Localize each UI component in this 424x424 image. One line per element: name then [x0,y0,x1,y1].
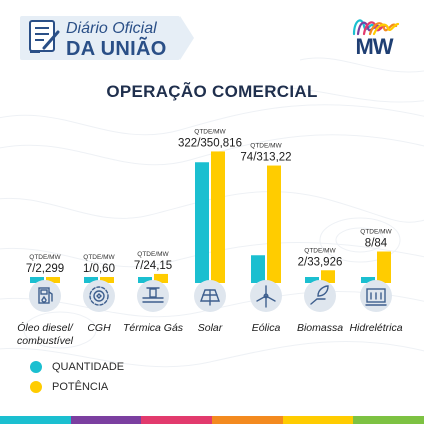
bar-quantidade-0 [30,277,44,283]
turbine-gear-icon [83,280,115,312]
document-icon [29,20,60,53]
bar-potencia-0 [46,277,60,283]
category-label-4: Eólica [252,322,281,334]
logo-line2: DA UNIÃO [66,38,167,60]
hydro-dam-icon [360,280,392,312]
unit-label-3: QTDE/MW [194,128,226,135]
unit-label-5: QTDE/MW [304,247,336,254]
bar-quantidade-6 [361,277,375,283]
bar-potencia-1 [100,277,114,283]
category-label-3: Solar [198,322,223,334]
bottom-color-stripe [0,416,424,424]
stripe-segment [282,416,354,424]
value-label-2: 7/24,15 [134,260,172,272]
category-label-6: Hidrelétrica [349,322,402,334]
legend-label-quantidade: QUANTIDADE [52,361,125,373]
bar-potencia-4 [267,165,281,283]
category-label-0: combustível [17,335,74,347]
wind-turbine-icon [250,280,282,312]
brand-name: MW [355,34,393,59]
chart-title: OPERAÇÃO COMERCIAL [106,82,318,101]
logo-line1: Diário Oficial [66,20,157,37]
category-label-2: Térmica Gás [123,322,184,334]
diario-oficial-logo: Diário Oficial DA UNIÃO [20,14,194,62]
solar-panel-icon [194,280,226,312]
legend-item-quantidade: QUANTIDADE [30,357,124,377]
unit-label-6: QTDE/MW [360,229,392,236]
bar-potencia-3 [211,151,225,283]
mw-wave-icon [352,19,400,36]
unit-label-2: QTDE/MW [137,251,169,258]
unit-label-0: QTDE/MW [29,254,61,261]
legend-swatch-potencia [30,381,42,393]
stripe-segment [70,416,142,424]
bar-quantidade-1 [84,277,98,283]
category-label-0: Óleo diesel/ [17,321,74,334]
biomass-hand-leaf-icon [304,280,336,312]
value-label-0: 7/2,299 [26,263,64,275]
value-label-6: 8/84 [365,238,388,250]
unit-label-1: QTDE/MW [83,254,115,261]
value-label-1: 1/0,60 [83,263,115,275]
stripe-segment [0,416,71,424]
value-label-5: 2/33,926 [298,256,343,268]
stripe-segment [141,416,213,424]
bar-quantidade-5 [305,277,319,283]
stripe-segment [353,416,424,424]
gas-pipe-icon [137,280,169,312]
bar-potencia-2 [154,273,168,283]
category-label-5: Biomassa [297,322,343,334]
legend: QUANTIDADE POTÊNCIA [30,357,124,397]
value-label-3: 322/350,816 [178,137,242,149]
fuel-pump-icon [29,280,61,312]
legend-item-potencia: POTÊNCIA [30,377,124,397]
mw-logo: MW [348,14,400,59]
category-label-1: CGH [87,322,111,334]
bar-quantidade-2 [138,277,152,283]
unit-label-4: QTDE/MW [250,143,282,150]
value-label-4: 74/313,22 [240,152,291,164]
bar-quantidade-3 [195,162,209,283]
bar-quantidade-4 [251,255,265,283]
bar-potencia-5 [321,270,335,283]
stripe-segment [212,416,283,424]
bar-potencia-6 [377,251,391,283]
legend-label-potencia: POTÊNCIA [52,381,109,393]
legend-swatch-quantidade [30,361,42,373]
